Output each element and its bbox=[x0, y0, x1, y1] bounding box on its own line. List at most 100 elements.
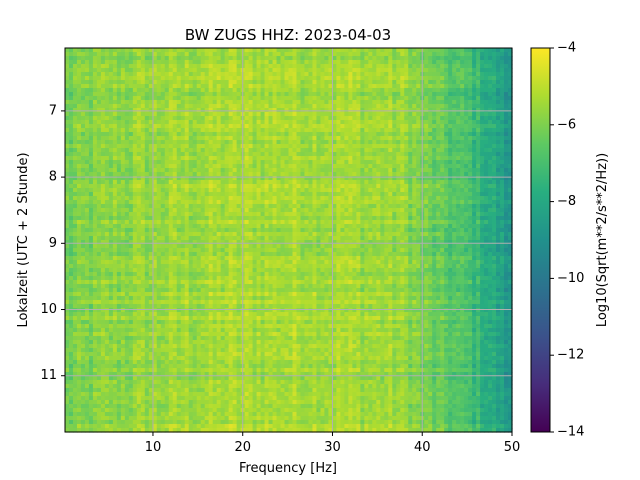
heatmap-cell bbox=[212, 172, 218, 177]
heatmap-cell bbox=[292, 224, 298, 229]
heatmap-cell bbox=[464, 180, 469, 185]
heatmap-cell bbox=[456, 208, 461, 213]
heatmap-cell bbox=[340, 80, 345, 85]
heatmap-cell bbox=[300, 68, 306, 73]
heatmap-cell bbox=[300, 184, 306, 189]
heatmap-cell bbox=[80, 56, 86, 61]
heatmap-cell bbox=[348, 124, 353, 129]
heatmap-cell bbox=[140, 152, 146, 157]
heatmap-cell bbox=[508, 164, 513, 169]
heatmap-cell bbox=[84, 52, 90, 57]
heatmap-cell bbox=[464, 124, 469, 129]
heatmap-cell bbox=[280, 188, 286, 193]
heatmap-cell bbox=[300, 140, 306, 145]
heatmap-cell bbox=[196, 184, 202, 189]
heatmap-cell bbox=[320, 128, 326, 133]
heatmap-cell bbox=[168, 112, 174, 117]
heatmap-cell bbox=[392, 184, 397, 189]
heatmap-cell bbox=[120, 172, 126, 177]
heatmap-cell bbox=[424, 84, 429, 89]
heatmap-cell bbox=[372, 196, 377, 201]
heatmap-cell bbox=[348, 184, 353, 189]
heatmap-cell bbox=[76, 136, 82, 141]
heatmap-cell bbox=[80, 140, 86, 145]
heatmap-cell bbox=[368, 172, 373, 177]
heatmap-cell bbox=[236, 204, 242, 209]
heatmap-cell bbox=[368, 104, 373, 109]
heatmap-cell bbox=[184, 184, 190, 189]
heatmap-cell bbox=[244, 220, 250, 225]
heatmap-cell bbox=[140, 212, 146, 217]
heatmap-cell bbox=[140, 164, 146, 169]
heatmap-cell bbox=[360, 152, 365, 157]
heatmap-cell bbox=[144, 48, 150, 53]
heatmap-cell bbox=[404, 176, 409, 181]
heatmap-cell bbox=[148, 68, 154, 73]
heatmap-cell bbox=[440, 172, 445, 177]
heatmap-cell bbox=[96, 100, 102, 105]
heatmap-cell bbox=[476, 164, 481, 169]
heatmap-cell bbox=[200, 180, 206, 185]
heatmap-cell bbox=[84, 148, 90, 153]
heatmap-cell bbox=[328, 96, 333, 101]
heatmap-cell bbox=[232, 104, 238, 109]
heatmap-cell bbox=[292, 164, 298, 169]
heatmap-cell bbox=[412, 200, 417, 205]
heatmap-cell bbox=[144, 180, 150, 185]
heatmap-cell bbox=[172, 68, 178, 73]
heatmap-cell bbox=[248, 176, 254, 181]
heatmap-cell bbox=[324, 48, 330, 53]
heatmap-cell bbox=[324, 76, 330, 81]
heatmap-cell bbox=[336, 208, 341, 213]
heatmap-cell bbox=[144, 132, 150, 137]
heatmap-cell bbox=[372, 188, 377, 193]
heatmap-cell bbox=[344, 52, 349, 57]
heatmap-cell bbox=[416, 88, 421, 93]
heatmap-cell bbox=[136, 172, 142, 177]
heatmap-cell bbox=[476, 136, 481, 141]
heatmap-cell bbox=[452, 48, 457, 53]
heatmap-cell bbox=[276, 108, 282, 113]
heatmap-cell bbox=[344, 220, 349, 225]
heatmap-cell bbox=[344, 156, 349, 161]
heatmap-cell bbox=[196, 152, 202, 157]
heatmap-cell bbox=[280, 124, 286, 129]
heatmap-cell bbox=[476, 156, 481, 161]
heatmap-cell bbox=[172, 52, 178, 57]
heatmap-cell bbox=[364, 180, 369, 185]
heatmap-cell bbox=[448, 68, 453, 73]
heatmap-cell bbox=[176, 60, 182, 65]
heatmap-cell bbox=[444, 180, 449, 185]
heatmap-cell bbox=[476, 64, 481, 69]
heatmap-cell bbox=[424, 176, 429, 181]
heatmap-cell bbox=[444, 176, 449, 181]
heatmap-cell bbox=[460, 212, 465, 217]
heatmap-cell bbox=[352, 144, 357, 149]
heatmap-cell bbox=[256, 200, 262, 205]
heatmap-cell bbox=[500, 80, 505, 85]
heatmap-cell bbox=[368, 184, 373, 189]
heatmap-cell bbox=[216, 140, 222, 145]
heatmap-cell bbox=[272, 64, 278, 69]
heatmap-cell bbox=[292, 176, 298, 181]
heatmap-cell bbox=[384, 220, 389, 225]
heatmap-cell bbox=[184, 96, 190, 101]
heatmap-cell bbox=[504, 204, 509, 209]
heatmap-cell bbox=[168, 48, 174, 53]
heatmap-cell bbox=[412, 124, 417, 129]
heatmap-cell bbox=[476, 152, 481, 157]
heatmap-cell bbox=[344, 80, 349, 85]
heatmap-cell bbox=[104, 188, 110, 193]
heatmap-cell bbox=[212, 128, 218, 133]
heatmap-cell bbox=[452, 204, 457, 209]
heatmap-cell bbox=[68, 188, 74, 193]
heatmap-cell bbox=[352, 64, 357, 69]
heatmap-cell bbox=[92, 212, 98, 217]
heatmap-cell bbox=[216, 84, 222, 89]
heatmap-cell bbox=[332, 124, 337, 129]
heatmap-cell bbox=[484, 188, 489, 193]
heatmap-cell bbox=[372, 216, 377, 221]
heatmap-cell bbox=[92, 92, 98, 97]
heatmap-cell bbox=[392, 92, 397, 97]
heatmap-cell bbox=[428, 112, 433, 117]
